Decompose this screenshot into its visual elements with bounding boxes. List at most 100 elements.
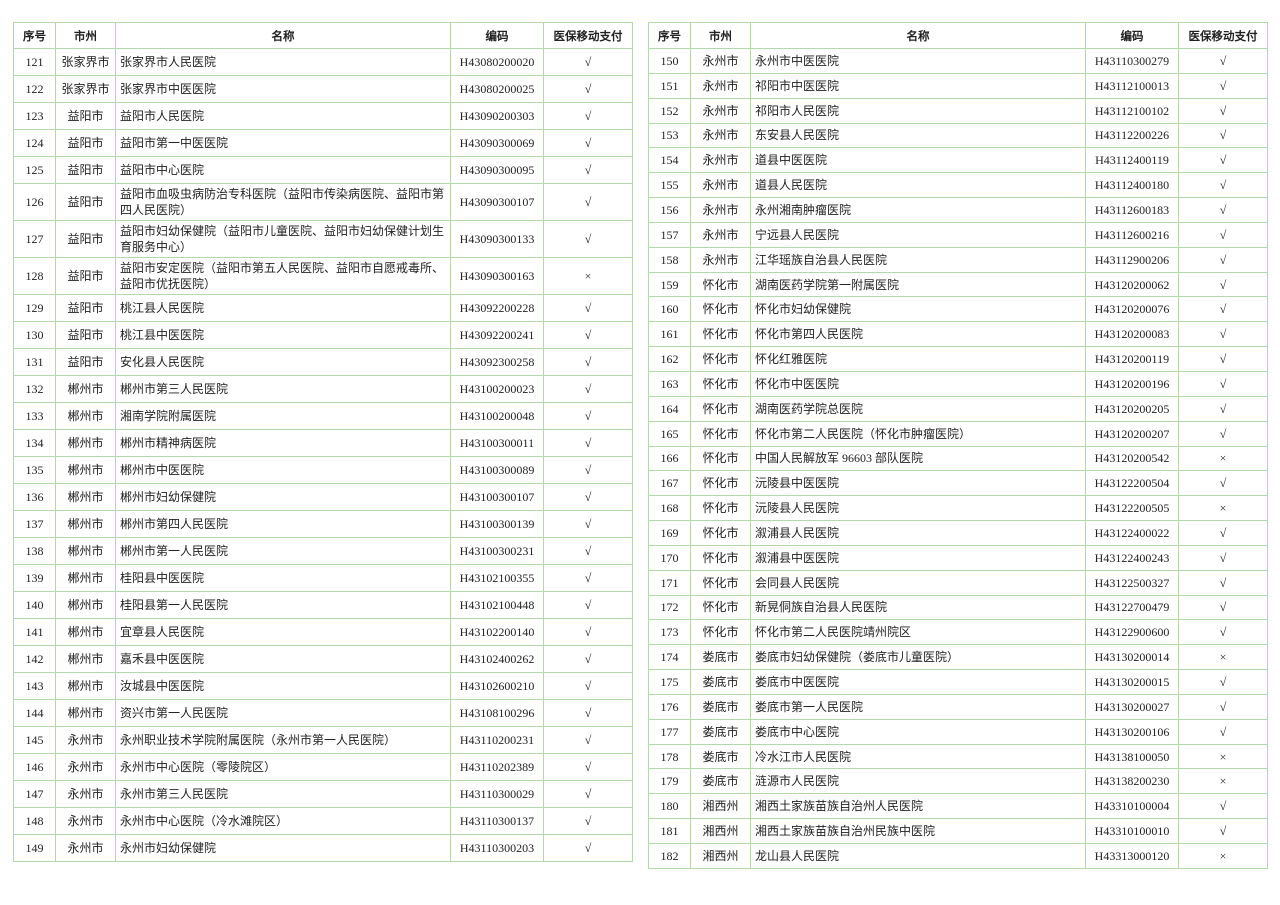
payment-cell: √ (1178, 693, 1268, 720)
code-cell: H43100300011 (450, 429, 544, 457)
table-row: 122 张家界市 张家界市中医医院 H43080200025 √ (13, 75, 633, 103)
name-cell: 怀化市第二人民医院（怀化市肿瘤医院） (750, 420, 1086, 447)
serial-cell: 157 (648, 221, 691, 248)
payment-cell: √ (1178, 271, 1268, 298)
payment-cell: × (1178, 843, 1268, 869)
name-cell: 宁远县人民医院 (750, 221, 1086, 248)
serial-cell: 175 (648, 669, 691, 695)
code-cell: H43122200504 (1085, 470, 1179, 497)
serial-cell: 149 (13, 834, 56, 862)
code-cell: H43100200048 (450, 402, 544, 430)
hospital-table: 序号 市州 名称 编码 医保移动支付 121 张家界市 张家界市人民医院 H4308020002… (13, 22, 633, 862)
city-cell: 娄底市 (690, 718, 751, 745)
name-cell: 会同县人民医院 (750, 569, 1086, 596)
code-cell: H43122900600 (1085, 619, 1179, 646)
serial-cell: 160 (648, 296, 691, 323)
table-row: 133 郴州市 湘南学院附属医院 H43100200048 √ (13, 402, 633, 430)
city-cell: 怀化市 (690, 370, 751, 397)
payment-cell: √ (1178, 395, 1268, 422)
serial-cell: 159 (648, 271, 691, 298)
code-cell: H43092200228 (450, 294, 544, 322)
code-cell: H43112200226 (1085, 122, 1179, 149)
serial-cell: 137 (13, 510, 56, 538)
table-row: 134 郴州市 郴州市精神病医院 H43100300011 √ (13, 429, 633, 457)
code-cell: H43130200027 (1085, 693, 1179, 720)
table-row: 137 郴州市 郴州市第四人民医院 H43100300139 √ (13, 510, 633, 538)
code-cell: H43100200023 (450, 375, 544, 403)
table-row: 150 永州市 永州市中医医院 H43110300279 √ (648, 48, 1268, 74)
payment-cell: × (1178, 495, 1268, 522)
code-cell: H43110300137 (450, 807, 544, 835)
name-cell: 东安县人民医院 (750, 122, 1086, 149)
code-cell: H43100300089 (450, 456, 544, 484)
payment-cell: √ (543, 402, 633, 430)
serial-cell: 155 (648, 172, 691, 199)
code-cell: H43092200241 (450, 321, 544, 349)
name-cell: 怀化市中医医院 (750, 370, 1086, 397)
code-cell: H43130200015 (1085, 669, 1179, 695)
code-cell: H43112100102 (1085, 97, 1179, 124)
payment-cell: √ (543, 645, 633, 673)
table-row: 140 郴州市 桂阳县第一人民医院 H43102100448 √ (13, 591, 633, 619)
city-cell: 永州市 (690, 221, 751, 248)
payment-cell: √ (543, 102, 633, 130)
name-cell: 桃江县人民医院 (115, 294, 451, 322)
code-cell: H43080200025 (450, 75, 544, 103)
name-cell: 嘉禾县中医医院 (115, 645, 451, 673)
table-row: 121 张家界市 张家界市人民医院 H43080200020 √ (13, 48, 633, 76)
serial-cell: 154 (648, 147, 691, 174)
city-cell: 永州市 (55, 753, 116, 781)
header-cell: 序号 (648, 22, 691, 49)
table-row: 178 娄底市 冷水江市人民医院 H43138100050 × (648, 743, 1268, 770)
header-cell: 名称 (750, 22, 1086, 49)
name-cell: 沅陵县中医医院 (750, 470, 1086, 497)
payment-cell: √ (1178, 72, 1268, 99)
serial-cell: 158 (648, 246, 691, 273)
city-cell: 怀化市 (690, 321, 751, 348)
payment-cell: × (1178, 644, 1268, 671)
name-cell: 郴州市精神病医院 (115, 429, 451, 457)
payment-cell: √ (1178, 97, 1268, 124)
city-cell: 益阳市 (55, 156, 116, 184)
name-cell: 宜章县人民医院 (115, 618, 451, 646)
table-row: 147 永州市 永州市第三人民医院 H43110300029 √ (13, 780, 633, 808)
city-cell: 益阳市 (55, 257, 116, 295)
name-cell: 湘西土家族苗族自治州民族中医院 (750, 818, 1086, 844)
code-cell: H43100300139 (450, 510, 544, 538)
code-cell: H43122400243 (1085, 544, 1179, 571)
payment-cell: √ (1178, 122, 1268, 149)
city-cell: 永州市 (690, 246, 751, 273)
name-cell: 益阳市人民医院 (115, 102, 451, 130)
table-row: 139 郴州市 桂阳县中医医院 H43102100355 √ (13, 564, 633, 592)
table-row: 158 永州市 江华瑶族自治县人民医院 H43112900206 √ (648, 246, 1268, 273)
table-row: 155 永州市 道县人民医院 H43112400180 √ (648, 172, 1268, 199)
code-cell: H43120200062 (1085, 271, 1179, 298)
name-cell: 安化县人民医院 (115, 348, 451, 376)
table-row: 131 益阳市 安化县人民医院 H43092300258 √ (13, 348, 633, 376)
city-cell: 怀化市 (690, 346, 751, 372)
payment-cell: √ (543, 726, 633, 754)
serial-cell: 132 (13, 375, 56, 403)
payment-cell: √ (543, 699, 633, 727)
city-cell: 郴州市 (55, 672, 116, 700)
city-cell: 娄底市 (690, 644, 751, 671)
serial-cell: 181 (648, 818, 691, 844)
name-cell: 资兴市第一人民医院 (115, 699, 451, 727)
serial-cell: 162 (648, 346, 691, 372)
code-cell: H43112100013 (1085, 72, 1179, 99)
payment-cell: √ (1178, 147, 1268, 174)
payment-cell: √ (543, 220, 633, 258)
code-cell: H43092300258 (450, 348, 544, 376)
city-cell: 郴州市 (55, 483, 116, 511)
payment-cell: √ (543, 780, 633, 808)
name-cell: 益阳市安定医院（益阳市第五人民医院、益阳市自愿戒毒所、益阳市优抚医院） (115, 257, 451, 295)
payment-cell: √ (1178, 172, 1268, 199)
name-cell: 湘西土家族苗族自治州人民医院 (750, 793, 1086, 820)
code-cell: H43110300203 (450, 834, 544, 862)
city-cell: 永州市 (690, 147, 751, 174)
name-cell: 涟源市人民医院 (750, 768, 1086, 795)
table-body: 150 永州市 永州市中医医院 H43110300279 √ 151 永州市 祁阳市中医医院 H… (648, 48, 1268, 869)
payment-cell: √ (543, 348, 633, 376)
name-cell: 永州市妇幼保健院 (115, 834, 451, 862)
serial-cell: 129 (13, 294, 56, 322)
